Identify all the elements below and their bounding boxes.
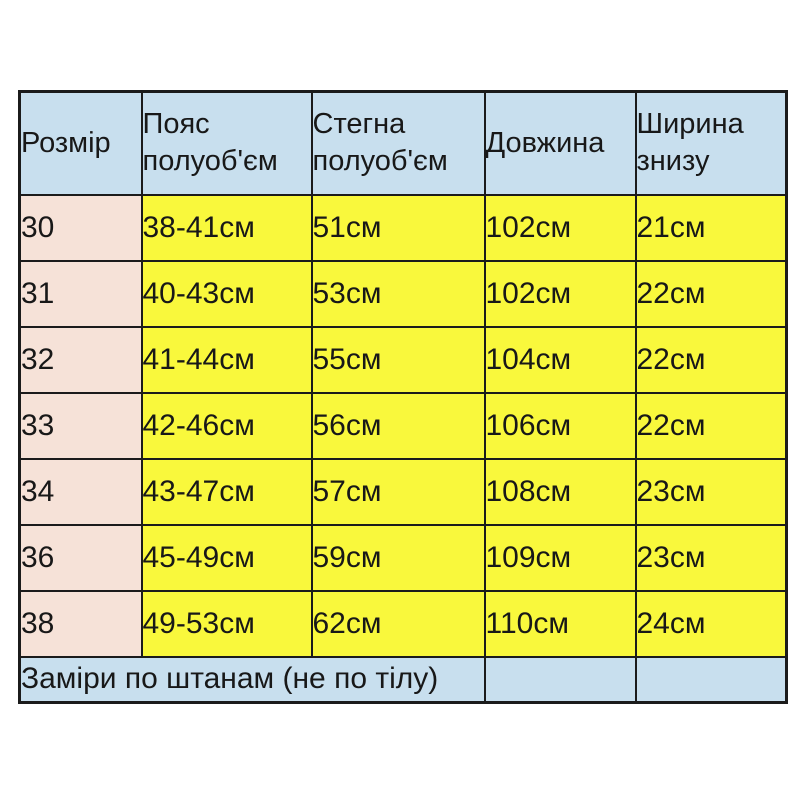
header-waist: Пояс полуоб'єм bbox=[140, 90, 313, 196]
table-row: 30 38-41см 51см 102см 21см bbox=[18, 193, 788, 262]
size-cell: 34 bbox=[18, 457, 143, 526]
table-row: 32 41-44см 55см 104см 22см bbox=[18, 325, 788, 394]
hips-cell: 57см bbox=[310, 457, 486, 526]
waist-cell: 43-47см bbox=[140, 457, 313, 526]
size-chart-table: Розмір Пояс полуоб'єм Стегна полуоб'єм Д… bbox=[18, 90, 788, 704]
table-row: 36 45-49см 59см 109см 23см bbox=[18, 523, 788, 592]
bottom-width-cell: 23см bbox=[634, 457, 788, 526]
footer-empty-cell bbox=[634, 655, 788, 704]
header-length: Довжина bbox=[483, 90, 637, 196]
bottom-width-cell: 23см bbox=[634, 523, 788, 592]
waist-cell: 40-43см bbox=[140, 259, 313, 328]
waist-cell: 42-46см bbox=[140, 391, 313, 460]
table-row: 34 43-47см 57см 108см 23см bbox=[18, 457, 788, 526]
footer-empty-cell bbox=[483, 655, 637, 704]
table-row: 33 42-46см 56см 106см 22см bbox=[18, 391, 788, 460]
size-cell: 38 bbox=[18, 589, 143, 658]
hips-cell: 53см bbox=[310, 259, 486, 328]
hips-cell: 59см bbox=[310, 523, 486, 592]
bottom-width-cell: 24см bbox=[634, 589, 788, 658]
table-row: 38 49-53см 62см 110см 24см bbox=[18, 589, 788, 658]
length-cell: 102см bbox=[483, 193, 637, 262]
waist-cell: 38-41см bbox=[140, 193, 313, 262]
length-cell: 102см bbox=[483, 259, 637, 328]
length-cell: 104см bbox=[483, 325, 637, 394]
header-row: Розмір Пояс полуоб'єм Стегна полуоб'єм Д… bbox=[18, 90, 788, 196]
bottom-width-cell: 21см bbox=[634, 193, 788, 262]
waist-cell: 45-49см bbox=[140, 523, 313, 592]
footer-row: Заміри по штанам (не по тілу) bbox=[18, 655, 788, 704]
size-cell: 36 bbox=[18, 523, 143, 592]
size-cell: 32 bbox=[18, 325, 143, 394]
length-cell: 108см bbox=[483, 457, 637, 526]
table-row: 31 40-43см 53см 102см 22см bbox=[18, 259, 788, 328]
bottom-width-cell: 22см bbox=[634, 259, 788, 328]
bottom-width-cell: 22см bbox=[634, 325, 788, 394]
waist-cell: 49-53см bbox=[140, 589, 313, 658]
waist-cell: 41-44см bbox=[140, 325, 313, 394]
hips-cell: 56см bbox=[310, 391, 486, 460]
header-bottom-width: Ширина знизу bbox=[634, 90, 788, 196]
header-hips: Стегна полуоб'єм bbox=[310, 90, 486, 196]
size-cell: 31 bbox=[18, 259, 143, 328]
length-cell: 106см bbox=[483, 391, 637, 460]
header-size: Розмір bbox=[18, 90, 143, 196]
bottom-width-cell: 22см bbox=[634, 391, 788, 460]
hips-cell: 51см bbox=[310, 193, 486, 262]
hips-cell: 55см bbox=[310, 325, 486, 394]
footer-note: Заміри по штанам (не по тілу) bbox=[18, 655, 486, 704]
size-cell: 33 bbox=[18, 391, 143, 460]
hips-cell: 62см bbox=[310, 589, 486, 658]
size-cell: 30 bbox=[18, 193, 143, 262]
length-cell: 109см bbox=[483, 523, 637, 592]
length-cell: 110см bbox=[483, 589, 637, 658]
